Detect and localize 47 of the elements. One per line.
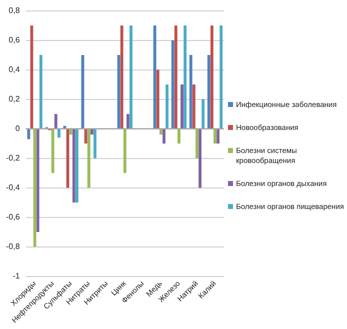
bar xyxy=(171,40,174,128)
bar xyxy=(130,26,132,128)
bar xyxy=(27,129,30,140)
bar xyxy=(76,129,78,203)
bar xyxy=(126,114,130,128)
bar xyxy=(36,129,40,232)
bar xyxy=(202,99,205,128)
bar xyxy=(54,114,58,128)
bar xyxy=(87,129,90,188)
bar xyxy=(216,129,220,144)
y-tick-label: -0,6 xyxy=(6,212,20,222)
bar xyxy=(192,84,196,128)
y-tick-label: 0,4 xyxy=(8,64,20,74)
bar xyxy=(123,129,126,174)
bar xyxy=(177,129,180,144)
bar xyxy=(210,26,214,128)
bar xyxy=(120,26,124,128)
y-tick-label: -0,8 xyxy=(6,242,20,251)
bar xyxy=(33,129,36,247)
bar xyxy=(220,26,223,128)
y-tick-label: 0,6 xyxy=(8,36,20,44)
bar xyxy=(162,129,166,144)
bar xyxy=(166,84,169,128)
bar xyxy=(69,129,72,135)
y-tick-label: -0,2 xyxy=(6,153,20,162)
bar xyxy=(214,129,216,144)
bar xyxy=(156,70,160,128)
bar xyxy=(196,129,198,158)
bar xyxy=(184,26,187,128)
y-tick-label: 0,2 xyxy=(8,94,20,104)
y-tick-label: -0,4 xyxy=(6,182,20,192)
bar xyxy=(57,129,60,138)
y-tick-label: -1 xyxy=(12,271,20,280)
y-tick-label: 0,8 xyxy=(8,6,20,16)
bar xyxy=(72,129,76,203)
bar xyxy=(51,129,54,174)
bar xyxy=(94,129,96,158)
bar xyxy=(174,26,178,128)
y-tick-label: 0 xyxy=(15,124,20,133)
bar xyxy=(189,55,192,128)
bar xyxy=(153,26,156,128)
bar xyxy=(39,55,42,128)
bar xyxy=(159,129,162,135)
bar xyxy=(180,84,184,128)
bar xyxy=(90,129,94,135)
bar xyxy=(198,129,202,188)
bar xyxy=(207,55,210,128)
